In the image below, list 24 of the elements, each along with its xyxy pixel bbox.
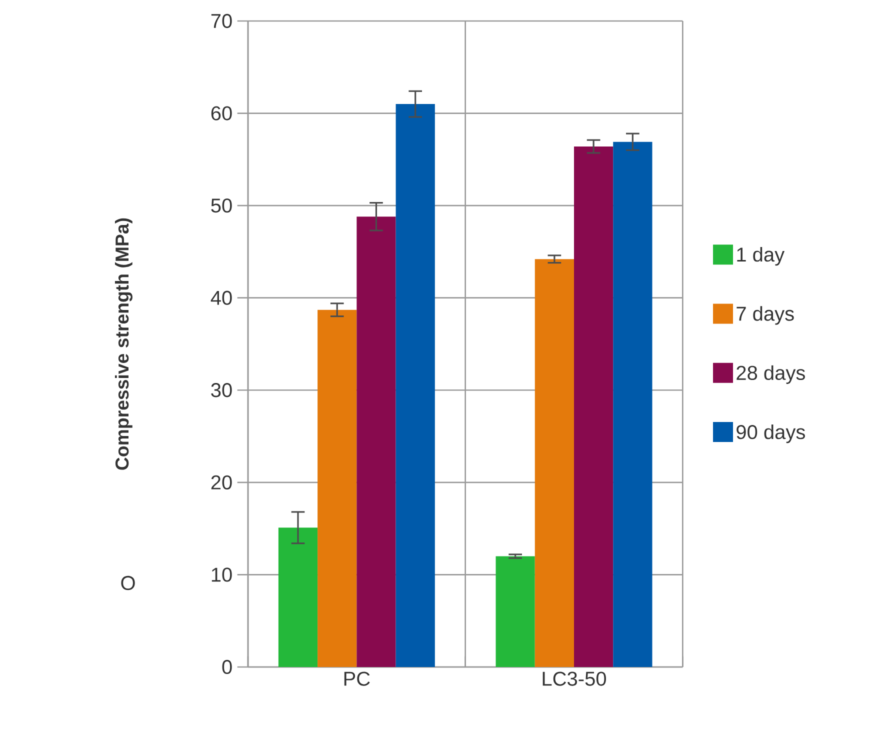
bar	[396, 104, 435, 667]
y-axis-title: Compressive strength (MPa)	[114, 218, 132, 470]
y-tick-label: 40	[210, 290, 232, 305]
bar	[613, 142, 652, 667]
legend-label: 1 day	[737, 247, 785, 266]
bar	[574, 146, 614, 667]
legend-label: 28 days	[736, 365, 805, 384]
bar	[278, 528, 318, 667]
legend-label: 7 days	[736, 306, 794, 325]
y-tick-label: 20	[211, 475, 232, 490]
y-tick-label: 0	[222, 660, 232, 674]
y-tick-label: 10	[212, 568, 232, 582]
bar	[534, 259, 574, 667]
y-tick-label: 60	[211, 106, 232, 120]
bar	[356, 216, 396, 667]
y-tick-label: 70	[211, 14, 232, 28]
x-tick-label: PC	[344, 672, 370, 686]
bar	[496, 556, 535, 667]
bar	[318, 310, 357, 667]
y-tick-label: 50	[211, 198, 232, 213]
x-tick-label: LC3-50	[542, 672, 606, 686]
text: O	[121, 576, 135, 590]
legend-label: 90 days	[736, 424, 805, 444]
y-tick-label: 30	[211, 383, 232, 398]
